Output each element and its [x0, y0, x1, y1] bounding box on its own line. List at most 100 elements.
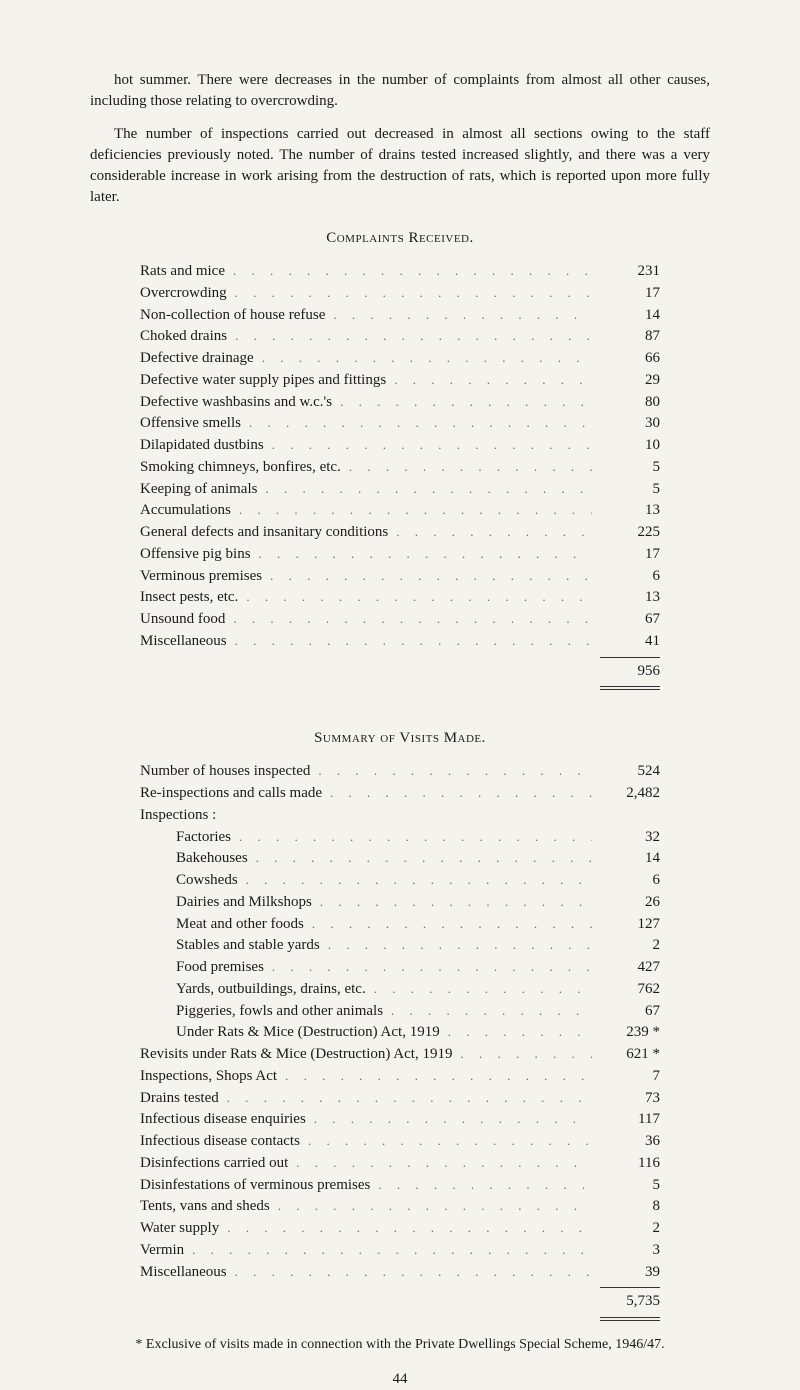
visits-value: 116	[600, 1153, 660, 1175]
leader-dots: . . . . . . . . . . . . . . . . . . . . …	[235, 1263, 592, 1282]
visits-row: Water supply. . . . . . . . . . . . . . …	[140, 1218, 660, 1240]
complaints-row: Insect pests, etc. . . . . . . . . . . . …	[140, 587, 660, 609]
leader-dots: . . . . . . . . . . . . . . . . . . . . …	[239, 828, 592, 847]
visits-value: 239 *	[600, 1022, 660, 1044]
visits-row: Disinfections carried out. . . . . . . .…	[140, 1153, 660, 1175]
leader-dots: . . . . . . . . . . . . . . . . . . . . …	[374, 980, 592, 999]
complaints-row: Non-collection of house refuse. . . . . …	[140, 305, 660, 327]
footnote: * Exclusive of visits made in connection…	[90, 1335, 710, 1355]
complaints-row: Choked drains. . . . . . . . . . . . . .…	[140, 326, 660, 348]
visits-row: Yards, outbuildings, drains, etc.. . . .…	[140, 979, 660, 1001]
complaints-row: General defects and insanitary condition…	[140, 522, 660, 544]
complaints-heading: Complaints Received.	[90, 228, 710, 249]
leader-dots: . . . . . . . . . . . . . . . . . . . . …	[227, 1089, 592, 1108]
complaints-label: Miscellaneous	[140, 631, 227, 653]
visits-row: Under Rats & Mice (Destruction) Act, 191…	[140, 1022, 660, 1044]
complaints-label: Smoking chimneys, bonfires, etc.	[140, 457, 341, 479]
leader-dots: . . . . . . . . . . . . . . . . . . . . …	[233, 262, 592, 281]
visits-label: Number of houses inspected	[140, 761, 310, 783]
leader-dots: . . . . . . . . . . . . . . . . . . . . …	[278, 1197, 592, 1216]
visits-value: 5	[600, 1175, 660, 1197]
complaints-value: 231	[600, 261, 660, 283]
complaints-row: Rats and mice. . . . . . . . . . . . . .…	[140, 261, 660, 283]
leader-dots: . . . . . . . . . . . . . . . . . . . . …	[396, 523, 592, 542]
visits-value: 2	[600, 1218, 660, 1240]
visits-label: Revisits under Rats & Mice (Destruction)…	[140, 1044, 452, 1066]
visits-label: Meat and other foods	[140, 914, 304, 936]
complaints-total-row: 956	[140, 661, 660, 683]
visits-label: Stables and stable yards	[140, 935, 320, 957]
leader-dots: . . . . . . . . . . . . . . . . . . . . …	[270, 567, 592, 586]
leader-dots: . . . . . . . . . . . . . . . . . . . . …	[460, 1045, 592, 1064]
leader-dots: . . . . . . . . . . . . . . . . . . . . …	[314, 1110, 592, 1129]
visits-label: Dairies and Milkshops	[140, 892, 312, 914]
visits-label: Tents, vans and sheds	[140, 1196, 270, 1218]
visits-value: 8	[600, 1196, 660, 1218]
leader-dots: . . . . . . . . . . . . . . . . . . . . …	[285, 1067, 592, 1086]
visits-row: Revisits under Rats & Mice (Destruction)…	[140, 1044, 660, 1066]
visits-label: Vermin	[140, 1240, 184, 1262]
visits-label: Inspections, Shops Act	[140, 1066, 277, 1088]
complaints-label: Non-collection of house refuse	[140, 305, 325, 327]
leader-dots: . . . . . . . . . . . . . . . . . . . . …	[259, 545, 592, 564]
visits-label: Drains tested	[140, 1088, 219, 1110]
complaints-row: Overcrowding. . . . . . . . . . . . . . …	[140, 283, 660, 305]
complaints-value: 14	[600, 305, 660, 327]
complaints-label: Defective drainage	[140, 348, 254, 370]
leader-dots: . . . . . . . . . . . . . . . . . . . . …	[448, 1023, 592, 1042]
complaints-row: Offensive smells. . . . . . . . . . . . …	[140, 413, 660, 435]
visits-label: Cowsheds	[140, 870, 238, 892]
visits-heading: Summary of Visits Made.	[90, 728, 710, 749]
leader-dots: . . . . . . . . . . . . . . . . . . . . …	[235, 327, 592, 346]
visits-value: 621 *	[600, 1044, 660, 1066]
leader-dots: . . . . . . . . . . . . . . . . . . . . …	[262, 349, 592, 368]
visits-row: Miscellaneous. . . . . . . . . . . . . .…	[140, 1262, 660, 1284]
complaints-value: 5	[600, 457, 660, 479]
complaints-rule-top	[600, 657, 660, 659]
visits-row: Food premises. . . . . . . . . . . . . .…	[140, 957, 660, 979]
visits-label: Bakehouses	[140, 848, 248, 870]
visits-value: 762	[600, 979, 660, 1001]
visits-row: Stables and stable yards. . . . . . . . …	[140, 935, 660, 957]
page-number: 44	[90, 1369, 710, 1390]
leader-dots: . . . . . . . . . . . . . . . . . . . . …	[272, 436, 592, 455]
leader-dots: . . . . . . . . . . . . . . . . . . . . …	[192, 1241, 592, 1260]
leader-dots: . . . . . . . . . . . . . . . . . . . . …	[349, 458, 592, 477]
visits-label: Piggeries, fowls and other animals	[140, 1001, 383, 1023]
complaints-label: Insect pests, etc.	[140, 587, 238, 609]
leader-dots: . . . . . . . . . . . . . . . . . . . . …	[239, 501, 592, 520]
complaints-value: 41	[600, 631, 660, 653]
complaints-row: Unsound food . . . . . . . . . . . . . . …	[140, 609, 660, 631]
visits-value: 524	[600, 761, 660, 783]
visits-total-value: 5,735	[600, 1291, 660, 1313]
visits-row: Number of houses inspected. . . . . . . …	[140, 761, 660, 783]
visits-label: Infectious disease contacts	[140, 1131, 300, 1153]
complaints-label: Offensive smells	[140, 413, 241, 435]
leader-dots: . . . . . . . . . . . . . . . . . . . . …	[272, 958, 592, 977]
leader-dots: . . . . . . . . . . . . . . . . . . . . …	[235, 632, 592, 651]
complaints-label: Unsound food	[140, 609, 225, 631]
leader-dots: . . . . . . . . . . . . . . . . . . . . …	[391, 1002, 592, 1021]
leader-dots: . . . . . . . . . . . . . . . . . . . . …	[235, 284, 592, 303]
leader-dots: . . . . . . . . . . . . . . . . . . . . …	[308, 1132, 592, 1151]
visits-row: Inspections, Shops Act . . . . . . . . . …	[140, 1066, 660, 1088]
leader-dots: . . . . . . . . . . . . . . . . . . . . …	[246, 588, 592, 607]
visits-rule-top	[600, 1287, 660, 1289]
complaints-label: Verminous premises	[140, 566, 262, 588]
visits-row: Meat and other foods. . . . . . . . . . …	[140, 914, 660, 936]
leader-dots: . . . . . . . . . . . . . . . . . . . . …	[233, 610, 592, 629]
complaints-row: Accumulations. . . . . . . . . . . . . .…	[140, 500, 660, 522]
intro-paragraph-1: hot summer. There were decreases in the …	[90, 70, 710, 112]
complaints-value: 13	[600, 500, 660, 522]
visits-label: Inspections :	[140, 805, 216, 827]
complaints-label: Defective water supply pipes and fitting…	[140, 370, 386, 392]
visits-row: Disinfestations of verminous premises. .…	[140, 1175, 660, 1197]
visits-row: Cowsheds. . . . . . . . . . . . . . . . …	[140, 870, 660, 892]
visits-label: Disinfestations of verminous premises	[140, 1175, 370, 1197]
complaints-label: Offensive pig bins	[140, 544, 251, 566]
complaints-row: Defective water supply pipes and fitting…	[140, 370, 660, 392]
visits-table: Number of houses inspected . . . . . . . …	[140, 761, 660, 1283]
visits-value: 36	[600, 1131, 660, 1153]
visits-value: 117	[600, 1109, 660, 1131]
visits-value: 127	[600, 914, 660, 936]
